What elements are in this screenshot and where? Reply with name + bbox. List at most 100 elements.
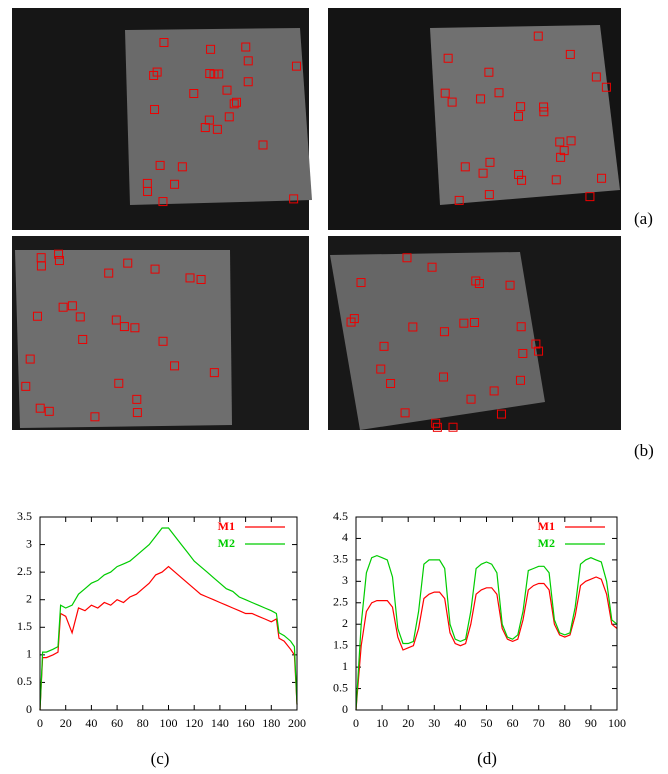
x-tick-label: 100 [608,716,626,730]
feature-box [533,31,543,41]
feature-box [601,82,611,92]
feature-box [185,273,195,283]
feature-box [408,322,418,332]
photo-book [430,25,620,205]
x-tick-label: 60 [507,716,519,730]
feature-box [21,381,31,391]
y-tick-label: 1.5 [17,619,32,633]
y-tick-label: 4 [342,530,348,544]
feature-box [206,44,216,54]
feature-box [447,97,457,107]
feature-box [243,56,253,66]
feature-box [44,406,54,416]
feature-box [514,170,524,180]
feature-box [155,160,165,170]
feature-box [489,386,499,396]
feature-box [78,334,88,344]
line-series [355,576,618,711]
feature-box [349,314,359,324]
feature-box [516,322,526,332]
y-tick-label: 0 [342,702,348,716]
feature-box [459,318,469,328]
feature-box [150,105,160,115]
y-tick-label: 4.5 [333,509,348,523]
feature-box [476,94,486,104]
feature-box [460,162,470,172]
x-tick-label: 20 [60,716,72,730]
feature-box [539,107,549,117]
legend-label: M2 [218,536,235,550]
line-series [39,527,298,711]
caption: (b) [634,441,654,460]
feature-box [212,124,222,134]
plot-frame [39,516,298,711]
caption: (a) [634,209,653,228]
feature-box [400,408,410,418]
y-tick-label: 0.5 [17,674,32,688]
feature-box [150,264,160,274]
y-tick-label: 2.5 [333,595,348,609]
feature-box [505,280,515,290]
feature-box [496,409,506,419]
feature-box [448,422,458,432]
photo-book [125,28,312,205]
feature-box [222,85,232,95]
x-tick-label: 70 [533,716,545,730]
feature-box [559,146,569,156]
y-tick-label: 0 [26,702,32,716]
feature-box [36,261,46,271]
feature-box [132,394,142,404]
feature-box [209,69,219,79]
feature-box [484,190,494,200]
y-tick-label: 1 [342,659,348,673]
feature-box [152,67,162,77]
y-tick-label: 3 [342,573,348,587]
feature-box [54,256,64,266]
feature-box [158,336,168,346]
feature-box [439,327,449,337]
x-tick-label: 40 [454,716,466,730]
feature-box [466,394,476,404]
feature-box [534,346,544,356]
x-tick-label: 40 [85,716,97,730]
plot-frame [355,516,618,711]
caption: (d) [477,749,497,768]
feature-box [494,88,504,98]
feature-box [130,323,140,333]
feature-box [104,268,114,278]
feature-box [514,111,524,121]
feature-box [119,322,129,332]
feature-box [346,317,356,327]
x-tick-label: 120 [185,716,203,730]
feature-box [597,173,607,183]
feature-box [123,258,133,268]
feature-box [565,49,575,59]
feature-box [132,408,142,418]
x-tick-label: 90 [585,716,597,730]
y-tick-label: 1 [26,647,32,661]
y-tick-label: 2.5 [17,564,32,578]
feature-box [111,315,121,325]
feature-box [454,195,464,205]
feature-box [402,253,412,263]
feature-box [289,194,299,204]
feature-box [591,72,601,82]
feature-box [439,372,449,382]
feature-box [566,136,576,146]
feature-box [214,69,224,79]
feature-box [243,77,253,87]
feature-box [54,249,64,259]
feature-box [229,99,239,109]
feature-box [427,262,437,272]
feature-box [291,61,301,71]
x-tick-label: 80 [137,716,149,730]
feature-box [241,42,251,52]
feature-box [177,162,187,172]
x-tick-label: 30 [428,716,440,730]
feature-box [58,302,68,312]
feature-box [515,375,525,385]
feature-box [196,274,206,284]
feature-box [386,378,396,388]
feature-box [516,102,526,112]
